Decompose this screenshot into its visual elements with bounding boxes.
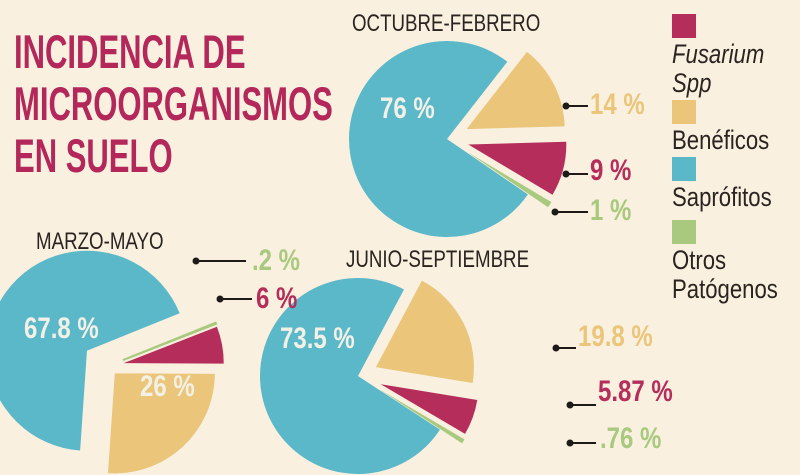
leader-dot xyxy=(551,208,559,216)
pie-slice-otros xyxy=(467,151,552,208)
label-fusarium: 6 % xyxy=(256,282,298,315)
label-saprofitos: 76 % xyxy=(380,92,435,125)
label-otros: 1 % xyxy=(590,194,632,227)
pie-slice-otros xyxy=(380,389,465,444)
pie-slice-fusarium xyxy=(468,141,567,195)
label-otros: .2 % xyxy=(252,244,301,277)
label-beneficos: 19.8 % xyxy=(578,320,653,353)
pie-slice-beneficos xyxy=(107,373,215,474)
label-saprofitos: 73.5 % xyxy=(280,322,355,355)
pie-slice-beneficos xyxy=(375,280,474,384)
legend-label-saprofitos: Saprófitos xyxy=(672,182,772,212)
label-fusarium: 5.87 % xyxy=(598,375,673,408)
pie-slice-otros xyxy=(122,321,218,362)
legend-label-otros: Otros xyxy=(672,245,727,275)
legend-label-beneficos: Benéficos xyxy=(672,125,770,155)
pie-slice-saprofitos xyxy=(0,250,180,451)
leader-dot xyxy=(566,401,574,409)
pie-slice-saprofitos xyxy=(349,41,528,237)
legend-swatch-saprofitos xyxy=(672,157,696,181)
leader-dot xyxy=(566,439,574,447)
leader-dot xyxy=(216,295,224,303)
page-title: INCIDENCIA DE MICROORGANISMOS EN SUELO xyxy=(14,26,497,182)
title-line: EN SUELO xyxy=(14,129,173,182)
leader-dot xyxy=(192,257,200,265)
pie-title-octubre-febrero: OCTUBRE-FEBRERO xyxy=(352,10,541,37)
leader-dot xyxy=(562,170,570,178)
legend-swatch-otros xyxy=(672,220,696,244)
label-saprofitos: 67.8 % xyxy=(24,312,99,345)
label-otros: .76 % xyxy=(600,422,662,455)
label-beneficos: 14 % xyxy=(590,88,645,121)
title-line: INCIDENCIA DE xyxy=(14,25,246,78)
legend-swatch-beneficos xyxy=(672,100,696,124)
leader-dot xyxy=(562,102,570,110)
label-fusarium: 9 % xyxy=(590,154,632,187)
pie-slice-beneficos xyxy=(466,51,565,130)
leader-dot xyxy=(552,344,560,352)
legend-label-fusarium: Fusarium xyxy=(672,39,765,69)
pie-slice-fusarium xyxy=(123,326,224,364)
pie-title-junio-septiembre: JUNIO-SEPTIEMBRE xyxy=(346,246,530,273)
legend-label-otros-2: Patógenos xyxy=(672,274,778,304)
legend-swatch-fusarium xyxy=(672,14,696,38)
legend-label-fusarium-2: Spp xyxy=(672,68,712,98)
pie-slice-saprofitos xyxy=(259,277,440,474)
pie-slice-fusarium xyxy=(380,384,478,434)
legend: Fusarium Spp Benéficos Saprófitos Otros … xyxy=(672,12,800,304)
title-line: MICROORGANISMOS xyxy=(14,77,333,130)
label-beneficos: 26 % xyxy=(140,370,195,403)
pie-title-marzo-mayo: MARZO-MAYO xyxy=(36,228,164,255)
